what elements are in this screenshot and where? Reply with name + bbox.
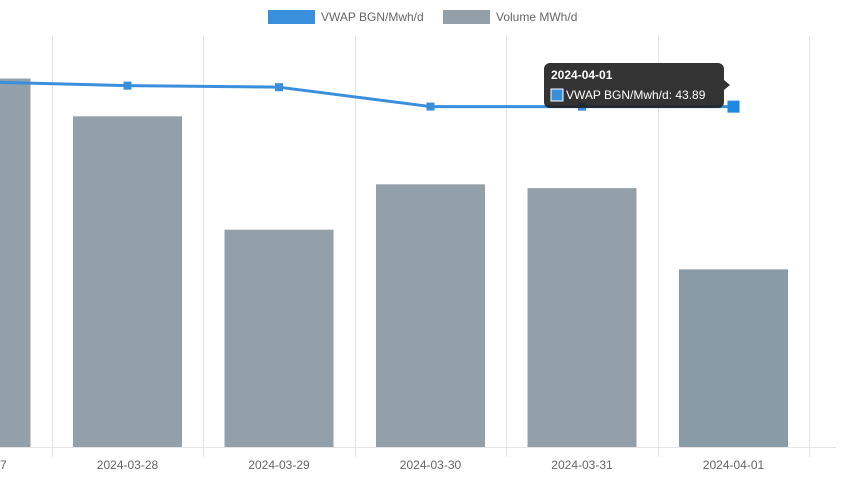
tooltip-box: [544, 63, 724, 108]
volume-bar-2024-03-27[interactable]: [0, 78, 31, 447]
x-tick-label: 2024-03-28: [97, 458, 159, 472]
tooltip: 2024-04-01 VWAP BGN/Mwh/d: 43.89: [544, 63, 730, 108]
volume-bars: [0, 78, 788, 447]
volume-bar-2024-03-29[interactable]: [224, 229, 334, 447]
volume-bar-2024-03-30[interactable]: [376, 184, 485, 447]
legend: VWAP BGN/Mwh/d Volume MWh/d: [268, 10, 577, 24]
x-tick-label: 2024-03-30: [400, 458, 462, 472]
volume-bar-2024-03-31[interactable]: [527, 188, 637, 447]
legend-swatch-volume[interactable]: [443, 10, 490, 24]
x-tick-label: 2024-03-31: [551, 458, 613, 472]
volume-bar-2024-04-01[interactable]: [679, 269, 788, 447]
x-tick-label: 2024-04-01: [703, 458, 765, 472]
tooltip-swatch: [550, 88, 564, 102]
vwap-point-2024-03-30[interactable]: [426, 102, 435, 111]
legend-swatch-vwap[interactable]: [268, 10, 315, 24]
tooltip-value: VWAP BGN/Mwh/d: 43.89: [566, 88, 706, 102]
vwap-point-2024-03-28[interactable]: [123, 81, 132, 90]
legend-label-vwap[interactable]: VWAP BGN/Mwh/d: [321, 10, 424, 24]
legend-label-volume[interactable]: Volume MWh/d: [496, 10, 577, 24]
vwap-point-2024-03-29[interactable]: [275, 83, 283, 92]
vwap-point-2024-04-01[interactable]: [727, 100, 740, 113]
volume-bar-2024-03-28[interactable]: [73, 116, 182, 447]
x-axis-ticks: 2024-03-27 2024-03-28 2024-03-29 2024-03-30…: [0, 458, 765, 472]
x-tick-label: 2024-03-29: [248, 458, 310, 472]
tooltip-title: 2024-04-01: [551, 68, 613, 82]
x-tick-label: 2024-03-27: [0, 458, 7, 472]
tooltip-caret: [724, 80, 730, 90]
